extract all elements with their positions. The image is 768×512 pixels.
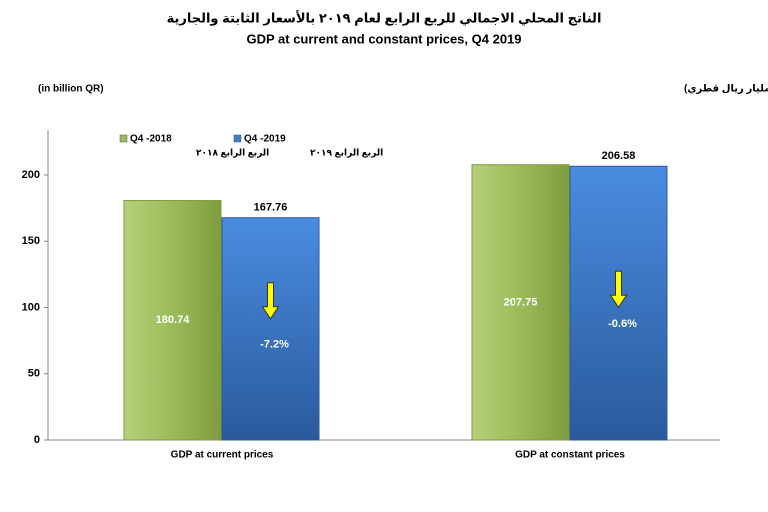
y-tick-label: 150 <box>22 235 40 247</box>
value-label: 206.58 <box>602 150 636 162</box>
y-tick-label: 100 <box>22 301 40 313</box>
bar <box>471 164 570 441</box>
legend-label: Q4 -2019 <box>244 134 286 145</box>
y-tick-label: 200 <box>22 169 40 181</box>
bar <box>123 200 222 441</box>
y-tick-label: 0 <box>34 434 40 446</box>
x-tick-label: GDP at current prices <box>171 450 274 461</box>
value-label: 207.75 <box>504 296 538 308</box>
y-tick-label: 50 <box>28 368 40 380</box>
value-label: 167.76 <box>254 202 288 214</box>
change-label: -0.6% <box>608 318 637 330</box>
bar <box>221 217 320 441</box>
legend-swatch <box>233 134 242 143</box>
value-label: 180.74 <box>156 314 191 326</box>
legend-label-ar: الربع الرابع ٢٠١٨ <box>196 147 269 158</box>
change-label: -7.2% <box>260 339 289 351</box>
change-arrow <box>609 270 628 309</box>
x-tick-label: GDP at constant prices <box>515 450 625 461</box>
chart-title-ar: الناتج المحلي الاجمالي للربع الرابع لعام… <box>167 9 602 26</box>
unit-label-ar: (مليار ريال قطري) <box>684 84 768 95</box>
legend-label: Q4 -2018 <box>130 134 172 145</box>
chart-title: GDP at current and constant prices, Q4 2… <box>246 31 521 46</box>
change-arrow <box>261 282 280 320</box>
unit-label: (in billion QR) <box>38 84 104 95</box>
legend-swatch <box>119 134 128 143</box>
legend-label-ar: الربع الرابع ٢٠١٩ <box>310 147 383 158</box>
